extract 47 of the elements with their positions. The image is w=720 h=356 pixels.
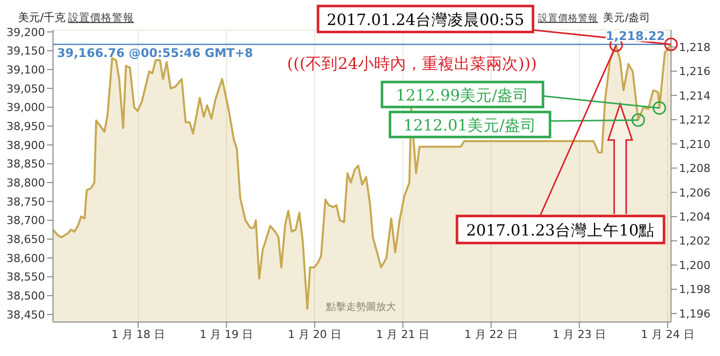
annotation: 1212.01美元/盎司	[403, 116, 537, 134]
y-axis-title: 美元/千克	[18, 11, 66, 24]
annotation: (((不到24小時內，重複出菜兩次)))	[287, 54, 537, 73]
y2-tick-label: 1,204	[679, 210, 710, 224]
y2-tick-label: 1,218	[679, 40, 710, 54]
annotation: 2017.01.24台灣凌晨00:55	[326, 11, 524, 29]
y2-tick-label: 1,214	[679, 89, 710, 102]
y-tick-label: 39,050	[6, 82, 45, 96]
y2-tick-label: 1,200	[679, 258, 710, 272]
annotation: 2017.01.23台灣上午10點	[466, 222, 655, 240]
y2-tick-label: 1,196	[679, 307, 710, 320]
y2-tick-label: 1,210	[679, 138, 710, 151]
x-tick-label: 1 月 18 日	[111, 328, 165, 341]
y2-tick-label: 1,212	[679, 114, 710, 127]
annotation: 1,218.22	[606, 29, 665, 43]
y2-tick-label: 1,198	[679, 283, 710, 296]
y-tick-label: 38,600	[6, 252, 45, 265]
y-tick-label: 38,850	[6, 158, 45, 171]
y-tick-label: 38,650	[6, 233, 45, 246]
y-tick-label: 38,500	[6, 290, 45, 303]
y-tick-label: 38,700	[6, 214, 45, 228]
y2-axis-title: 美元/盎司	[603, 11, 651, 24]
text: 設置價格警報	[538, 12, 598, 24]
x-tick-label: 1 月 20 日	[288, 328, 342, 341]
y-tick-label: 38,550	[6, 270, 45, 284]
annotation: 1212.99美元/盎司	[396, 86, 530, 104]
y2-tick-label: 1,206	[679, 186, 710, 200]
y2-tick-label: 1,216	[679, 65, 710, 78]
x-tick-label: 1 月 23 日	[552, 328, 606, 341]
y-tick-label: 39,150	[6, 44, 45, 58]
y-tick-label: 39,000	[6, 101, 45, 114]
y-tick-label: 39,100	[6, 63, 45, 76]
x-tick-label: 1 月 22 日	[464, 328, 518, 341]
x-tick-label: 1 月 19 日	[200, 328, 254, 341]
y2-tick-label: 1,208	[679, 162, 710, 176]
y-tick-label: 38,950	[6, 120, 45, 133]
y-tick-label: 38,450	[6, 308, 45, 322]
y-tick-label: 39,200	[6, 26, 45, 39]
y2-tick-label: 1,202	[679, 234, 710, 248]
y-tick-label: 38,900	[6, 138, 45, 152]
annotation: 點擊走勢圖放大	[325, 301, 396, 313]
x-tick-label: 1 月 21 日	[376, 328, 430, 341]
x-tick-label: 1 月 24 日	[640, 328, 694, 341]
text: 設置價格警報	[68, 11, 134, 24]
ref-line-label: 39,166.76 @00:55:46 GMT+8	[57, 46, 253, 60]
y-tick-label: 38,750	[6, 195, 45, 208]
y-tick-label: 38,800	[6, 176, 45, 190]
